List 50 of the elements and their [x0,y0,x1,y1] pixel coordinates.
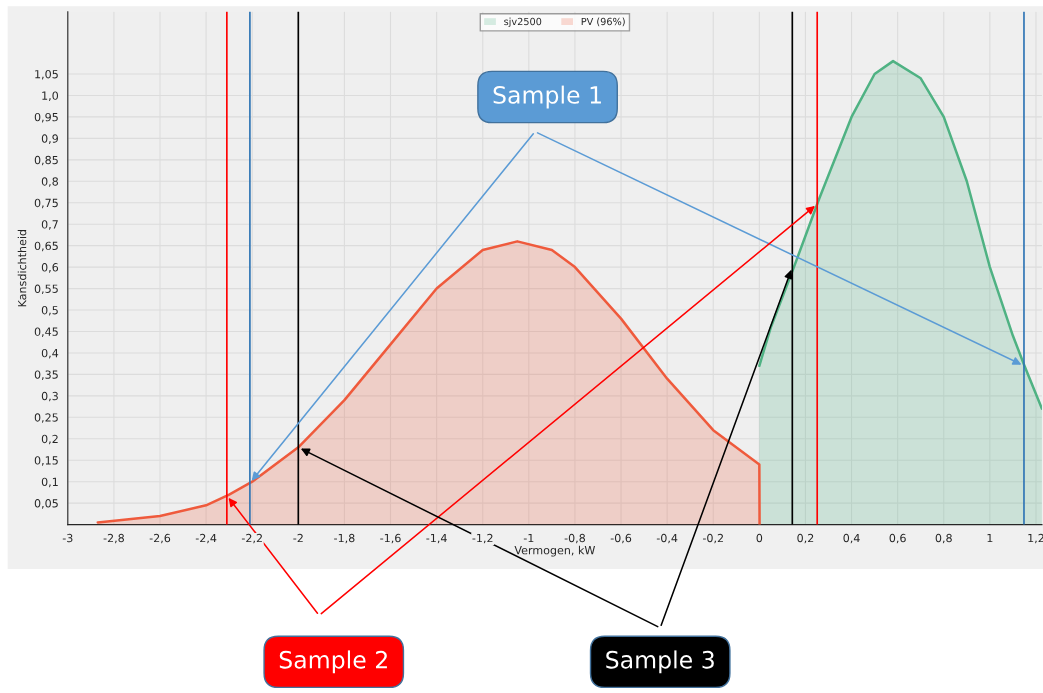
x-tick-label: 1,2 [1028,533,1043,544]
x-tick-label: -2,2 [241,533,262,544]
y-tick-label: 0,9 [41,134,58,144]
y-tick-label: 0,25 [34,413,58,423]
y-tick-label: 0,55 [34,284,58,295]
y-tick-label: 0,75 [34,198,58,209]
y-tick-label: 0,15 [34,456,58,466]
y-tick-label: 1,05 [35,69,58,80]
annotation: Sample 3 [606,650,714,674]
x-tick-label: -0,6 [610,533,632,544]
x-tick-label: -1,2 [472,533,493,544]
x-tick-label: 0,8 [935,533,952,544]
y-tick-label: 0,95 [34,112,58,123]
x-tick-label: 0,4 [843,533,860,544]
annotation: Sample 1 [493,85,601,109]
x-tick-label: -1 [523,533,534,543]
x-tick-label: -0,8 [564,533,586,544]
y-tick-label: 1,0 [42,91,59,101]
y-tick-label: 0,7 [41,220,58,230]
x-tick-label: -2,4 [195,533,217,544]
x-tick-label: -0,2 [702,533,723,544]
legend-label: sjv2500 [504,17,542,28]
x-tick-label: -0,4 [656,533,678,544]
x-tick-label: -3 [62,533,73,543]
y-tick-label: 0,3 [41,391,58,402]
y-axis-title: Kansdichtheid [17,230,27,307]
y-tick-label: 0,4 [41,348,59,359]
y-tick-label: 0,05 [34,499,58,509]
y-tick-label: 0,5 [41,306,58,316]
y-tick-label: 0,8 [41,177,59,187]
y-tick-label: 0,6 [41,263,59,273]
text: Sample 2 [279,650,387,674]
x-tick-label: 0,6 [889,533,906,544]
x-tick-label: -1,6 [380,533,401,544]
y-tick-label: 0,85 [34,155,58,166]
y-tick-label: 0,1 [41,477,58,488]
x-axis-title: Vermogen, kW [514,545,596,557]
y-tick-label: 0,35 [34,370,58,380]
y-tick-label: 0,2 [41,434,58,445]
y-tick-label: 0,65 [34,241,58,252]
y-tick-label: 0,45 [34,327,58,337]
x-tick-label: -2,8 [103,533,124,544]
x-tick-label: -1,4 [426,533,447,544]
x-tick-label: 0 [756,533,763,543]
x-tick-label: -1,8 [334,533,355,544]
x-tick-label: 1 [987,533,993,543]
legend-label: PV (96%) [581,17,625,27]
x-tick-label: -2,6 [149,533,171,544]
x-tick-label: -2 [293,533,303,543]
x-tick-label: 0,2 [797,533,814,544]
